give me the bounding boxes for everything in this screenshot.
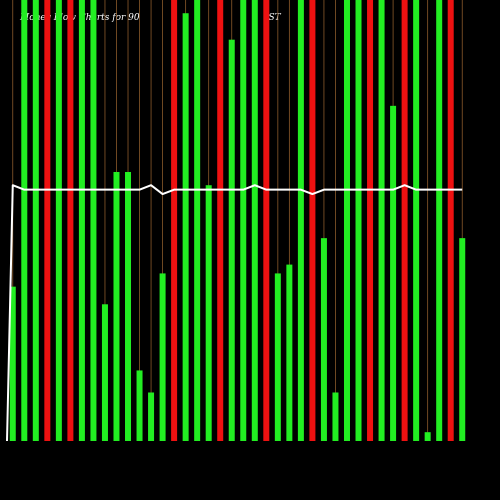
bar (228, 39, 235, 441)
bar (171, 0, 178, 441)
bar (217, 0, 224, 441)
bar (297, 0, 304, 441)
bar (194, 0, 201, 441)
bar (274, 273, 281, 441)
bars (9, 0, 466, 442)
bar (182, 13, 189, 441)
bar (240, 0, 247, 441)
bar (55, 0, 62, 441)
bar (90, 0, 97, 441)
bar (320, 238, 327, 441)
bar (21, 0, 28, 441)
bar (401, 0, 408, 441)
bar (447, 0, 454, 441)
bar (332, 392, 339, 441)
bar (205, 185, 212, 441)
bar (355, 0, 362, 441)
line (6, 184, 463, 442)
bar (159, 273, 166, 441)
bar (78, 0, 85, 441)
chart-subtitle: (ST (265, 13, 281, 23)
bar (32, 0, 39, 441)
bar (309, 0, 316, 441)
bar (459, 238, 466, 441)
bar (424, 432, 431, 441)
bar (390, 105, 397, 441)
bar (67, 0, 74, 441)
bar (44, 0, 51, 441)
bar (343, 0, 350, 441)
bar (263, 0, 270, 441)
bar (367, 0, 374, 441)
bar (436, 0, 443, 441)
bar (113, 171, 120, 442)
bar (413, 0, 420, 441)
bar (136, 370, 143, 441)
line-series (6, 184, 463, 442)
bar (378, 0, 385, 441)
bar (251, 0, 258, 441)
bar (9, 286, 16, 441)
bar (101, 304, 108, 441)
bar (286, 264, 293, 441)
bar (148, 392, 155, 441)
bar (125, 171, 132, 442)
